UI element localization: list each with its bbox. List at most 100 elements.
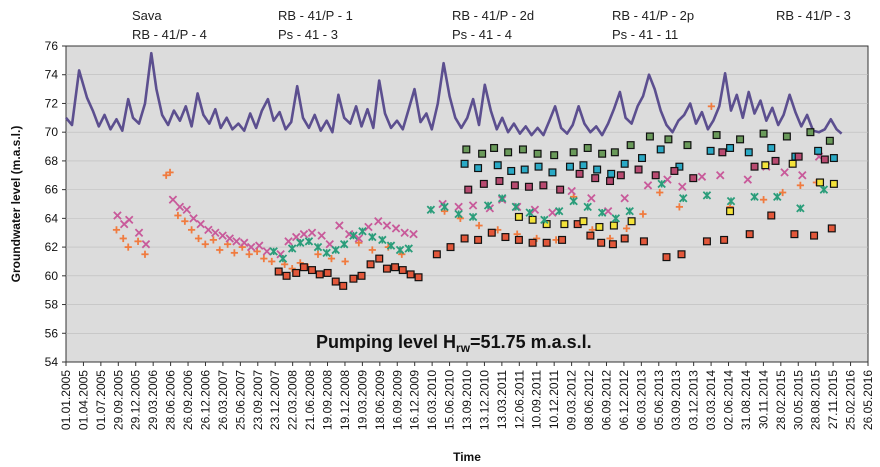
data-point — [542, 220, 551, 229]
data-point — [349, 274, 358, 283]
data-point — [593, 165, 602, 174]
data-point — [315, 270, 324, 279]
data-point — [558, 235, 567, 244]
data-point — [278, 254, 288, 263]
data-point — [230, 249, 238, 257]
x-tick-label: 01.07.2005 — [94, 370, 108, 430]
data-point — [124, 243, 132, 251]
data-point — [829, 179, 838, 188]
data-point — [262, 247, 272, 256]
data-point — [550, 151, 559, 160]
y-tick-label: 54 — [45, 355, 59, 369]
data-point — [374, 216, 383, 226]
data-point — [474, 164, 483, 173]
pumping-level-annotation: Pumping level Hrw=51.75 m.a.s.l. — [316, 332, 592, 355]
data-point — [400, 228, 409, 237]
legend-entry: RB - 41/P - 4 — [132, 27, 207, 42]
data-point — [620, 194, 629, 203]
data-point — [829, 154, 838, 163]
y-tick-label: 68 — [45, 154, 59, 168]
data-point — [773, 192, 782, 202]
x-tick-label: 09.03.2012 — [565, 370, 579, 430]
legend-entry: Ps - 41 - 4 — [452, 27, 512, 42]
series-rb-41-p-2p — [514, 159, 838, 231]
data-point — [663, 175, 672, 184]
x-tick-label: 08.06.2012 — [582, 370, 596, 430]
data-point — [716, 171, 725, 180]
data-point — [767, 211, 776, 220]
data-point — [796, 181, 804, 189]
data-point — [269, 247, 278, 256]
data-point — [565, 162, 574, 171]
data-point — [339, 239, 349, 249]
data-point — [112, 226, 121, 234]
data-point — [364, 222, 373, 232]
data-point — [501, 233, 510, 242]
data-point — [759, 196, 768, 204]
legend-entry: RB - 41/P - 2p — [612, 8, 694, 23]
data-point — [643, 181, 653, 190]
data-point — [611, 214, 621, 223]
data-point — [656, 188, 664, 197]
series-rb-41-p-1 — [113, 152, 824, 259]
data-point — [504, 148, 513, 157]
data-point — [548, 168, 557, 177]
data-point — [201, 240, 209, 248]
x-tick-label: 19.12.2008 — [338, 370, 352, 430]
data-point — [245, 250, 253, 258]
data-point — [567, 186, 576, 196]
data-point — [299, 229, 309, 239]
data-point — [712, 131, 721, 140]
y-tick-label: 64 — [45, 211, 59, 225]
data-point — [246, 242, 256, 252]
data-point — [606, 177, 615, 186]
data-point — [288, 265, 296, 273]
data-point — [569, 196, 578, 206]
data-point — [460, 234, 469, 243]
data-point — [274, 267, 283, 276]
data-point — [497, 194, 507, 203]
data-point — [670, 166, 679, 175]
x-tick-label: 23.12.2007 — [268, 370, 282, 430]
data-point — [575, 169, 584, 178]
data-point — [657, 179, 666, 189]
x-tick-label: 22.03.2008 — [286, 370, 300, 430]
data-point — [299, 263, 308, 272]
x-axis: 01.01.2005 01.04.2005 01.07.2005 29.09.2005… — [59, 362, 875, 430]
data-point — [368, 232, 377, 242]
data-point — [281, 260, 289, 268]
data-point — [454, 202, 463, 212]
x-tick-label: 21.06.2008 — [303, 370, 317, 430]
data-point — [569, 148, 578, 157]
data-point — [406, 270, 415, 279]
data-point — [483, 201, 493, 210]
data-point — [349, 231, 358, 240]
data-point — [313, 242, 323, 252]
data-point — [750, 192, 759, 202]
data-point — [211, 228, 220, 237]
data-point — [414, 273, 423, 282]
data-point — [743, 175, 753, 184]
data-point — [162, 171, 170, 179]
data-point — [395, 245, 405, 255]
data-point — [204, 225, 213, 235]
data-point — [788, 159, 797, 168]
data-point — [597, 238, 606, 247]
y-tick-label: 56 — [45, 326, 59, 340]
data-point — [398, 266, 407, 275]
data-point — [645, 132, 654, 141]
data-point — [744, 148, 753, 157]
data-point — [495, 177, 504, 186]
data-point — [468, 212, 478, 222]
data-point — [382, 264, 391, 273]
data-point — [518, 145, 527, 154]
data-point — [254, 241, 264, 250]
data-point — [664, 135, 673, 144]
x-tick-label: 26.09.2006 — [181, 370, 195, 430]
data-point — [339, 281, 348, 290]
data-point — [113, 211, 122, 220]
y-tick-label: 70 — [45, 125, 59, 139]
data-point — [697, 172, 707, 181]
data-point — [308, 266, 317, 275]
x-tick-label: 03.09.2013 — [669, 370, 683, 430]
